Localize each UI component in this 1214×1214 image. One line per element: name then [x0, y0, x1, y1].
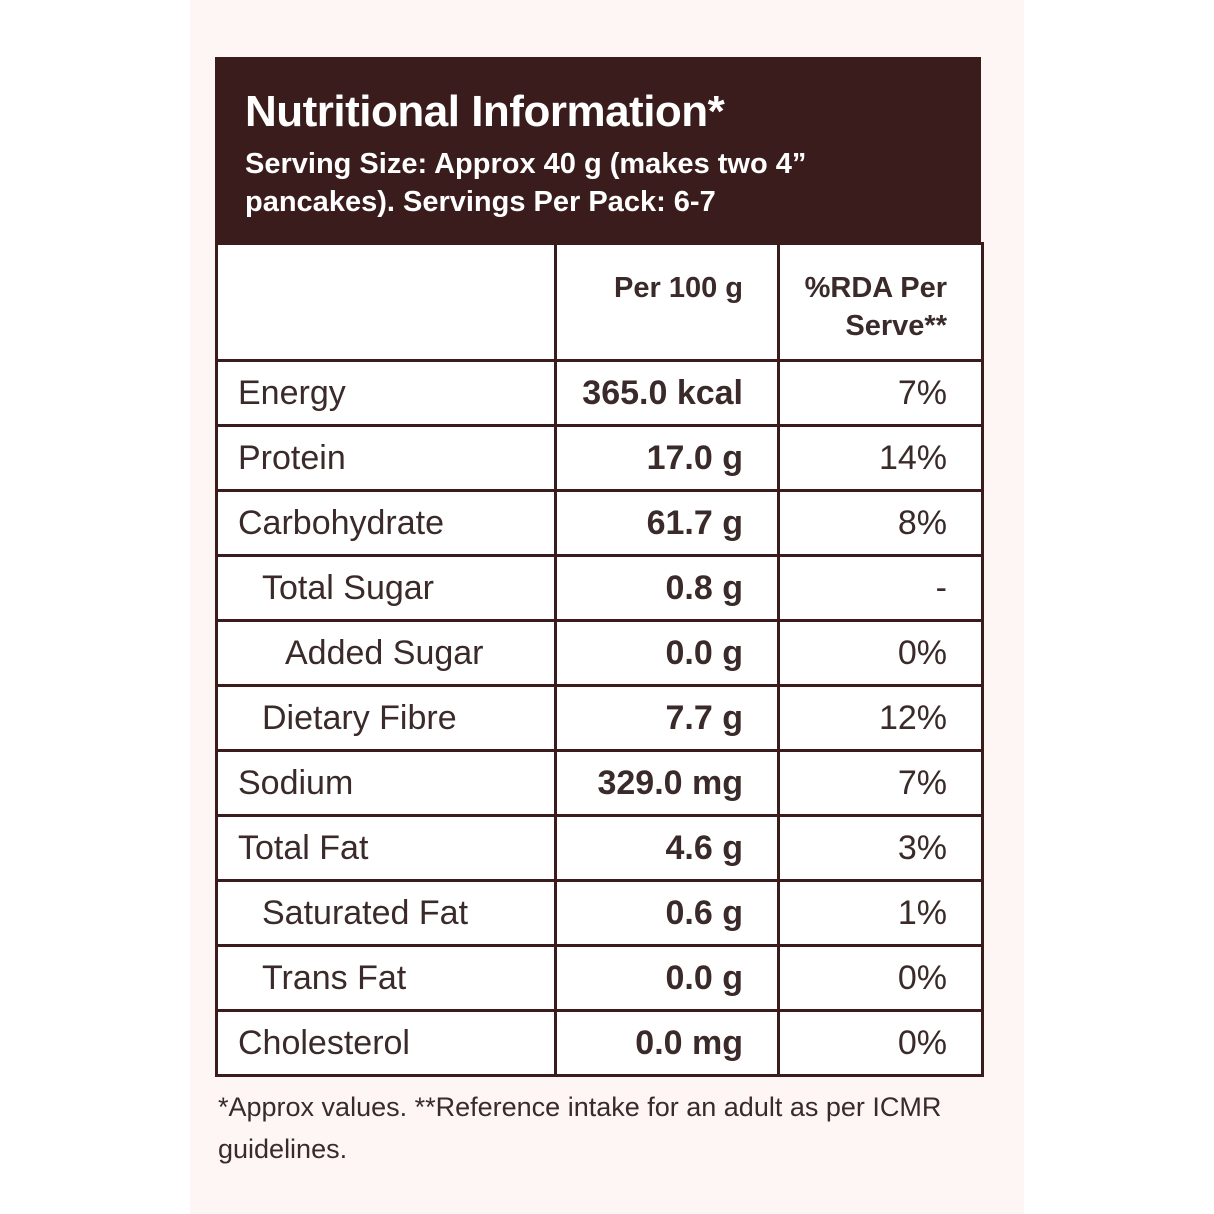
nutrient-rda: 8%: [777, 489, 984, 557]
serving-info: Serving Size: Approx 40 g (makes two 4” …: [245, 148, 807, 218]
table-row: Dietary Fibre 7.7 g 12%: [215, 684, 984, 752]
nutrient-per-100g: 0.0 g: [554, 944, 780, 1012]
nutrient-per-100g: 0.0 mg: [554, 1009, 780, 1077]
nutrient-per-100g: 0.0 g: [554, 619, 780, 687]
column-header-rda: %RDA Per Serve**: [777, 242, 984, 362]
nutrient-rda: 0%: [777, 619, 984, 687]
table-row: Added Sugar 0.0 g 0%: [215, 619, 984, 687]
table-row: Sodium 329.0 mg 7%: [215, 749, 984, 817]
nutrient-rda: 1%: [777, 879, 984, 947]
table-header-row: Per 100 g %RDA Per Serve**: [215, 242, 984, 362]
nutrient-name: Energy: [215, 359, 557, 427]
footnote: *Approx values. **Reference intake for a…: [218, 1092, 942, 1164]
nutrient-per-100g: 365.0 kcal: [554, 359, 780, 427]
nutrient-per-100g: 0.6 g: [554, 879, 780, 947]
nutrient-name: Protein: [215, 424, 557, 492]
nutrient-rda: 14%: [777, 424, 984, 492]
nutrient-per-100g: 7.7 g: [554, 684, 780, 752]
table-row: Protein 17.0 g 14%: [215, 424, 984, 492]
table-row: Energy 365.0 kcal 7%: [215, 359, 984, 427]
nutrition-label: Nutritional Information* Serving Size: A…: [215, 57, 984, 1077]
nutrient-per-100g: 0.8 g: [554, 554, 780, 622]
nutrient-per-100g: 329.0 mg: [554, 749, 780, 817]
table-row: Cholesterol 0.0 mg 0%: [215, 1009, 984, 1077]
nutrient-name: Added Sugar: [215, 619, 557, 687]
table-row: Total Sugar 0.8 g -: [215, 554, 984, 622]
column-header-nutrient: [215, 242, 557, 362]
nutrient-rda: 7%: [777, 359, 984, 427]
nutrient-rda: 0%: [777, 1009, 984, 1077]
nutrient-name: Total Fat: [215, 814, 557, 882]
nutrition-header: Nutritional Information* Serving Size: A…: [215, 57, 981, 242]
nutrient-rda: 0%: [777, 944, 984, 1012]
table-row: Total Fat 4.6 g 3%: [215, 814, 984, 882]
nutrient-rda: -: [777, 554, 984, 622]
nutrient-name: Cholesterol: [215, 1009, 557, 1077]
nutrient-per-100g: 4.6 g: [554, 814, 780, 882]
nutrient-rda: 7%: [777, 749, 984, 817]
table-row: Carbohydrate 61.7 g 8%: [215, 489, 984, 557]
nutrient-rda: 3%: [777, 814, 984, 882]
nutrient-rda: 12%: [777, 684, 984, 752]
nutrient-per-100g: 17.0 g: [554, 424, 780, 492]
nutrient-name: Carbohydrate: [215, 489, 557, 557]
nutrient-name: Sodium: [215, 749, 557, 817]
nutrient-name: Trans Fat: [215, 944, 557, 1012]
nutrient-per-100g: 61.7 g: [554, 489, 780, 557]
table-row: Saturated Fat 0.6 g 1%: [215, 879, 984, 947]
column-header-per-100g: Per 100 g: [554, 242, 780, 362]
nutrient-name: Total Sugar: [215, 554, 557, 622]
nutrient-name: Saturated Fat: [215, 879, 557, 947]
nutrient-name: Dietary Fibre: [215, 684, 557, 752]
nutrition-table: Per 100 g %RDA Per Serve** Energy 365.0 …: [215, 242, 984, 1077]
table-row: Trans Fat 0.0 g 0%: [215, 944, 984, 1012]
nutrition-title: Nutritional Information*: [245, 87, 725, 136]
